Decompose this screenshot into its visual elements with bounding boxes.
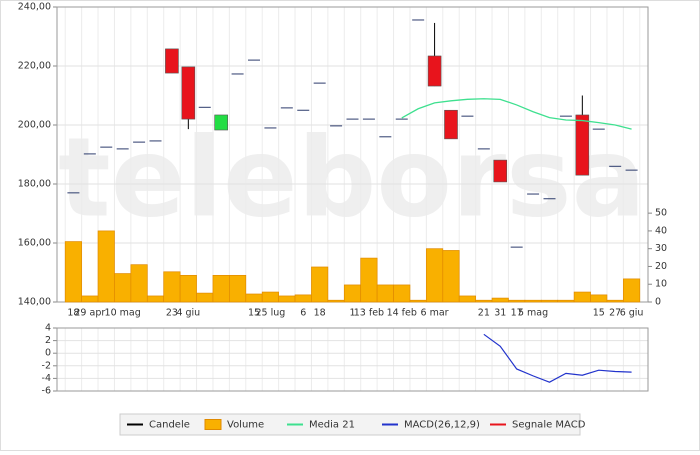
volume-bar (524, 299, 542, 303)
legend-label: MACD(26,12,9) (404, 420, 480, 431)
x-tick-label: 14 feb (387, 308, 417, 319)
volume-bar (442, 250, 460, 303)
volume-bar (606, 299, 624, 303)
volume-bar (540, 299, 559, 303)
x-tick-label: 31 (494, 308, 506, 319)
x-tick-label: 15 (248, 308, 260, 319)
x-tick-label: 18 (67, 308, 79, 319)
volume-bar (508, 299, 526, 303)
volume-bar (573, 291, 591, 303)
plot-frame (56, 327, 649, 392)
volume-bar (196, 292, 214, 303)
y-tick-label: 0 (45, 348, 51, 359)
volume-bar (64, 241, 82, 303)
volume-bar (623, 278, 641, 303)
volume-bar (327, 299, 345, 303)
y-tick-label: 4 (45, 323, 51, 334)
volume-bar (114, 273, 132, 303)
y-tick-label: -4 (42, 373, 51, 384)
x-tick-label: 10 mag (105, 308, 141, 319)
y2-tick-label: 20 (655, 261, 667, 272)
volume-bar (557, 299, 575, 303)
watermark: teleborsa (58, 113, 646, 241)
candle-body (575, 114, 590, 176)
legend-label: Volume (227, 420, 264, 431)
legend-label: Segnale MACD (512, 420, 586, 431)
volume-bar (491, 297, 509, 303)
volume-bar (360, 257, 378, 303)
volume-bar (475, 299, 493, 303)
candle-body (214, 114, 228, 131)
y-tick-label: 220,00 (18, 61, 51, 72)
y-tick-label: -2 (42, 360, 51, 371)
x-tick-label: 6 giu (620, 308, 644, 319)
legend-box (119, 413, 581, 436)
y-tick-label: -6 (42, 386, 51, 397)
volume-bar (146, 295, 165, 303)
x-tick-label: 18 (314, 308, 326, 319)
candle-body (165, 48, 179, 74)
volume-bar (343, 284, 362, 303)
volume-bar (130, 264, 148, 303)
y-tick-label: 140,00 (18, 297, 51, 308)
y2-tick-label: 10 (655, 279, 667, 290)
x-tick-label: 15 (593, 308, 605, 319)
volume-bar (376, 284, 394, 303)
candle-body (427, 55, 442, 87)
x-tick-label: 23 (166, 308, 178, 319)
volume-bar (212, 274, 230, 303)
candle-body (181, 66, 196, 120)
x-tick-label: 5 mag (518, 308, 548, 319)
x-tick-label: 25 lug (256, 308, 286, 319)
volume-bar (393, 284, 411, 303)
y2-tick-label: 0 (655, 297, 661, 308)
volume-bar (179, 274, 197, 303)
y-tick-label: 160,00 (18, 238, 51, 249)
x-tick-label: 4 giu (176, 308, 200, 319)
x-tick-label: 17 (511, 308, 523, 319)
y2-tick-label: 50 (655, 208, 667, 219)
legend-label: Candele (149, 420, 190, 431)
volume-bar (261, 291, 279, 303)
volume-bar (311, 266, 329, 303)
candle-body (444, 109, 458, 140)
moving-average (401, 98, 632, 130)
legend-swatch (204, 419, 222, 430)
y-tick-label: 180,00 (18, 179, 51, 190)
volume-bar (229, 274, 247, 303)
volume-bar (278, 295, 296, 303)
legend-label: Media 21 (309, 420, 355, 431)
volume-bar (458, 295, 476, 303)
x-tick-label: 6 mar (421, 308, 449, 319)
x-tick-label: 29 apr (74, 308, 105, 319)
x-tick-label: 27 (609, 308, 621, 319)
volume-bar (294, 294, 312, 303)
candle-body (493, 159, 508, 183)
y2-tick-label: 40 (655, 225, 667, 236)
volume-bar (245, 293, 263, 303)
volume-bar (97, 230, 115, 303)
volume-bar (409, 299, 427, 303)
y-tick-label: 200,00 (18, 120, 51, 131)
volume-bar (590, 294, 608, 303)
y2-tick-label: 30 (655, 243, 667, 254)
volume-bar (81, 295, 99, 303)
volume-bar (163, 271, 181, 303)
x-tick-label: 13 feb (354, 308, 384, 319)
y-tick-label: 2 (45, 335, 51, 346)
macd-line (483, 333, 632, 383)
x-tick-label: 6 (300, 308, 306, 319)
x-tick-label: 1 (349, 308, 355, 319)
volume-bar (426, 248, 444, 303)
x-tick-label: 21 (478, 308, 490, 319)
y-tick-label: 240,00 (18, 2, 51, 13)
